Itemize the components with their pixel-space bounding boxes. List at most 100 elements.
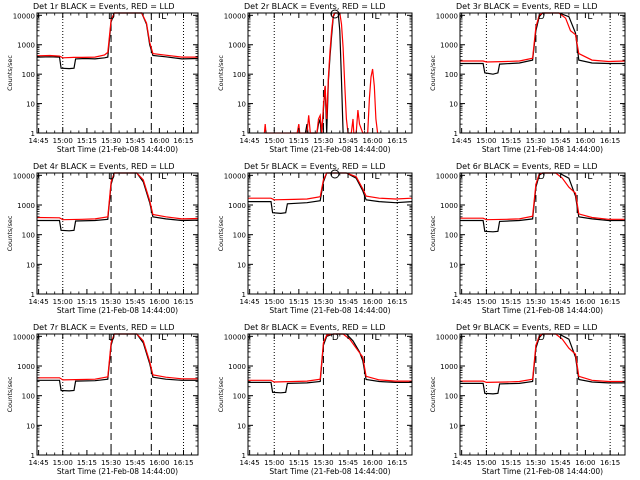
panel-title: Det 8r BLACK = Events, RED = LLD: [244, 323, 386, 332]
series-line-events: [460, 172, 625, 233]
marker-label: L: [587, 12, 592, 22]
y-tick-label: 1000: [440, 363, 458, 371]
y-axis-label: Counts/sec: [429, 215, 437, 251]
plot-frame: [36, 12, 199, 134]
x-axis-label: Start Time (21-Feb-08 14:44:00): [482, 145, 603, 154]
plot-frame: [247, 12, 413, 134]
x-tick-label: 15:15: [501, 459, 521, 467]
x-tick-label: 15:15: [501, 137, 521, 145]
x-tick-label: 15:00: [264, 298, 284, 306]
plot-frame: [459, 172, 626, 295]
x-tick-label: 16:00: [575, 298, 595, 306]
marker-label: D: [538, 172, 545, 182]
y-tick-label: 10: [26, 101, 35, 109]
x-tick-label: 16:15: [387, 137, 407, 145]
x-axis-label: Start Time (21-Feb-08 14:44:00): [269, 145, 390, 154]
y-axis-label: Counts/sec: [217, 376, 225, 412]
x-tick-label: 14:45: [240, 459, 260, 467]
y-tick-label: 1000: [17, 42, 35, 50]
x-tick-label: 15:45: [551, 298, 571, 306]
y-axis-label: Counts/sec: [217, 55, 225, 91]
series-line-lld: [36, 12, 198, 59]
marker-label: L: [375, 12, 380, 22]
y-axis-label: Counts/sec: [217, 215, 225, 251]
x-axis-label: Start Time (21-Feb-08 14:44:00): [482, 467, 603, 476]
detector-panel-7: Det 7r BLACK = Events, RED = LLDDL110100…: [6, 323, 199, 476]
y-tick-label: 1: [242, 130, 246, 138]
y-tick-label: 1000: [228, 42, 246, 50]
y-tick-label: 1000: [17, 202, 35, 210]
plot-frame: [36, 333, 199, 456]
x-tick-label: 16:15: [600, 137, 620, 145]
x-tick-label: 15:15: [501, 298, 521, 306]
y-axis-label: Counts/sec: [6, 376, 14, 412]
x-tick-label: 15:15: [77, 298, 97, 306]
marker-label: L: [161, 172, 166, 182]
x-tick-label: 14:45: [452, 459, 472, 467]
plot-frame: [247, 333, 413, 456]
marker-label: D: [538, 12, 545, 22]
panel-title: Det 2r BLACK = Events, RED = LLD: [244, 2, 386, 11]
x-tick-label: 16:00: [575, 137, 595, 145]
panel-title: Det 6r BLACK = Events, RED = LLD: [456, 162, 598, 171]
x-tick-label: 15:45: [338, 459, 358, 467]
x-tick-label: 14:45: [240, 298, 260, 306]
x-tick-label: 16:00: [149, 298, 169, 306]
y-tick-label: 10000: [13, 12, 35, 20]
detector-panel-1: Det 1r BLACK = Events, RED = LLDDL110100…: [6, 2, 199, 154]
y-tick-label: 1000: [440, 202, 458, 210]
x-tick-label: 15:45: [338, 137, 358, 145]
panel-title: Det 1r BLACK = Events, RED = LLD: [33, 2, 175, 11]
panel-title: Det 5r BLACK = Events, RED = LLD: [244, 162, 386, 171]
x-tick-label: 16:15: [173, 137, 193, 145]
y-tick-label: 10000: [13, 333, 35, 341]
x-tick-label: 16:15: [600, 298, 620, 306]
x-tick-label: 16:15: [600, 459, 620, 467]
y-tick-label: 1000: [440, 42, 458, 50]
y-tick-label: 100: [22, 232, 35, 240]
x-tick-label: 15:45: [551, 459, 571, 467]
x-tick-label: 15:30: [101, 298, 121, 306]
y-tick-label: 100: [233, 393, 246, 401]
y-tick-label: 100: [445, 232, 458, 240]
x-axis-label: Start Time (21-Feb-08 14:44:00): [482, 306, 603, 315]
x-tick-label: 16:15: [387, 459, 407, 467]
y-tick-label: 1: [454, 291, 458, 299]
y-tick-label: 1000: [228, 363, 246, 371]
x-axis-label: Start Time (21-Feb-08 14:44:00): [57, 306, 178, 315]
x-tick-label: 15:00: [53, 459, 73, 467]
series-line-events: [37, 172, 199, 232]
y-tick-label: 10: [449, 422, 458, 430]
y-tick-label: 100: [22, 71, 35, 79]
x-tick-label: 15:30: [313, 137, 333, 145]
series-line-lld: [263, 12, 379, 134]
x-tick-label: 15:00: [53, 137, 73, 145]
y-tick-label: 10: [237, 422, 246, 430]
x-tick-label: 15:00: [53, 298, 73, 306]
marker-label: D: [332, 333, 339, 343]
y-tick-label: 10: [449, 261, 458, 269]
x-tick-label: 16:00: [149, 137, 169, 145]
marker-circle: [330, 169, 340, 179]
y-tick-label: 10: [26, 422, 35, 430]
y-tick-label: 10000: [436, 333, 458, 341]
panel-title: Det 3r BLACK = Events, RED = LLD: [456, 2, 598, 11]
x-tick-label: 15:30: [101, 459, 121, 467]
x-tick-label: 15:30: [313, 298, 333, 306]
x-tick-label: 15:30: [526, 137, 546, 145]
x-tick-label: 15:45: [125, 137, 145, 145]
y-tick-label: 10000: [436, 172, 458, 180]
x-tick-label: 15:45: [551, 137, 571, 145]
x-tick-label: 15:45: [338, 298, 358, 306]
marker-label: D: [538, 333, 545, 343]
series-line-events: [36, 12, 199, 70]
series-line-events: [304, 12, 344, 134]
series-line-events: [460, 333, 625, 395]
plot-frame: [459, 12, 626, 134]
x-tick-label: 14:45: [29, 459, 49, 467]
marker-label: L: [161, 333, 166, 343]
